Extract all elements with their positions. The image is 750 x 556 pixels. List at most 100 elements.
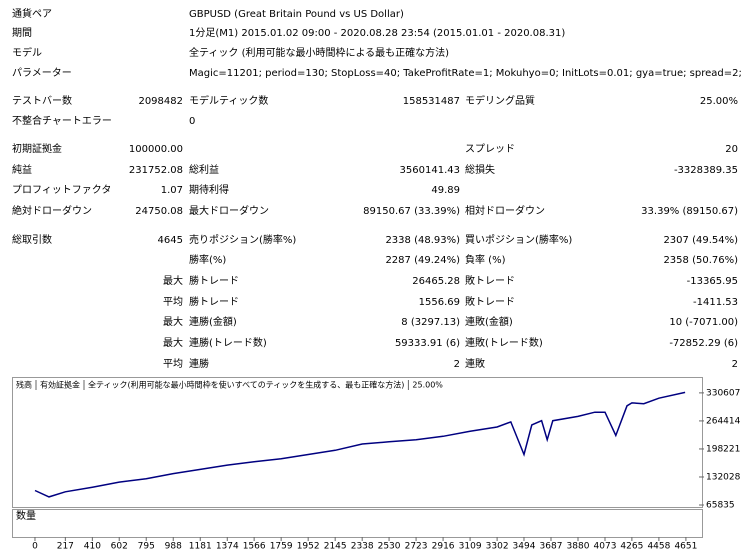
field-value: 2358 (50.76%) [663,255,738,266]
field-value: 平均 [163,296,183,308]
field-value: 2 [454,359,460,370]
field-label: モデルティック数 [189,94,268,107]
field-value: 平均 [163,358,183,370]
x-tick-label: 1181 [189,542,212,552]
field-value: 89150.67 (33.39%) [363,206,460,217]
x-tick-label: 602 [111,542,128,552]
field-value: 25.00% [700,96,738,107]
field-label: 勝トレード [189,274,239,287]
field-label: 敗トレード [465,295,515,308]
field-value: 2098482 [138,96,183,107]
y-tick-label: 264414 [706,416,741,426]
field-value: 1分足(M1) 2015.01.02 09:00 - 2020.08.28 23… [189,27,565,39]
field-label: 通貨ペア [12,7,52,20]
legend-entry: 25.00% [412,381,443,390]
field-label: 連敗(トレード数) [465,336,543,349]
y-tick-label: 132028 [706,472,741,482]
field-value: 20 [725,144,738,155]
field-label: 最大ドローダウン [189,204,269,217]
field-label: 連敗 [465,357,485,370]
x-tick-label: 3880 [567,542,590,552]
field-label: 売りポジション(勝率%) [189,233,296,246]
x-tick-label: 4458 [647,542,670,552]
y-tick-label: 330607 [706,388,740,398]
field-value: 33.39% (89150.67) [641,206,738,217]
y-tick-label: 198221 [706,444,740,454]
field-value: 最大 [163,336,183,349]
x-tick-label: 1952 [297,542,320,552]
field-value: 158531487 [403,96,460,107]
field-value: 49.89 [431,185,460,196]
field-label: スプレッド [465,143,515,155]
field-label: 負率 (%) [465,253,506,266]
field-value: GBPUSD (Great Britain Pound vs US Dollar… [189,9,404,20]
field-label: モデル [12,46,42,59]
x-tick-label: 988 [165,542,182,552]
x-tick-label: 2916 [432,542,455,552]
field-value: 1.07 [161,185,183,196]
field-value: 8 (3297.13) [401,317,460,328]
field-label: モデリング品質 [465,94,535,107]
field-value: 2 [732,359,738,370]
field-label: 連勝 [189,357,209,370]
field-value: -3328389.35 [674,165,738,176]
legend-entry: 残高 [16,380,32,390]
x-tick-label: 4265 [620,542,643,552]
field-label: 期間 [12,27,32,39]
field-value: 26465.28 [412,276,460,287]
field-value: 2338 (48.93%) [385,235,460,246]
field-label: 絶対ドローダウン [12,204,92,217]
x-tick-label: 3687 [540,542,563,552]
field-label: パラメーター [12,67,72,79]
field-value: 最大 [163,274,183,287]
field-value: -13365.95 [687,276,738,287]
field-value: 2287 (49.24%) [385,255,460,266]
x-tick-label: 2723 [405,542,428,552]
x-tick-label: 410 [84,542,101,552]
field-value: 2307 (49.54%) [663,235,738,246]
field-value: 1556.69 [419,297,460,308]
field-value: -1411.53 [693,297,738,308]
field-label: 勝トレード [189,295,239,308]
field-value: 0 [189,116,195,127]
x-tick-label: 2338 [351,542,374,552]
field-label: 期待利得 [189,183,229,196]
x-tick-label: 2145 [324,542,347,552]
x-tick-label: 1566 [243,542,266,552]
volume-label: 数量 [16,509,36,522]
field-label: 不整合チャートエラー [12,114,112,127]
x-tick-label: 217 [57,542,74,552]
x-tick-label: 4073 [594,542,617,552]
field-value: 3560141.43 [400,165,460,176]
field-label: 連勝(金額) [189,315,237,328]
x-tick-label: 795 [138,542,155,552]
field-label: プロフィットファクタ [12,184,111,196]
x-tick-label: 3494 [513,542,536,552]
field-label: 敗トレード [465,274,515,287]
field-value: 24750.08 [135,206,183,217]
field-value: 最大 [163,315,183,328]
field-label: 純益 [12,163,32,176]
field-label: 勝率(%) [189,253,226,266]
x-tick-label: 2530 [378,542,401,552]
field-value: 59333.91 (6) [395,338,460,349]
legend-entry: 有効証拠金 [40,380,80,390]
balance-line [34,391,686,498]
field-label: 総損失 [465,163,495,176]
field-value: 10 (-7071.00) [669,317,738,328]
x-tick-label: 3109 [459,542,482,552]
field-value: 231752.08 [129,165,183,176]
x-tick-label: 3302 [486,542,509,552]
field-label: 初期証拠金 [12,142,62,155]
x-tick-label: 1759 [270,542,293,552]
x-tick-label: 4651 [674,542,697,552]
field-label: テストバー数 [12,94,72,107]
field-label: 買いポジション(勝率%) [465,233,572,246]
field-label: 総利益 [189,163,219,176]
field-label: 連勝(トレード数) [189,336,267,349]
field-value: 4645 [158,235,183,246]
field-value: Magic=11201; period=130; StopLoss=40; Ta… [189,68,742,79]
